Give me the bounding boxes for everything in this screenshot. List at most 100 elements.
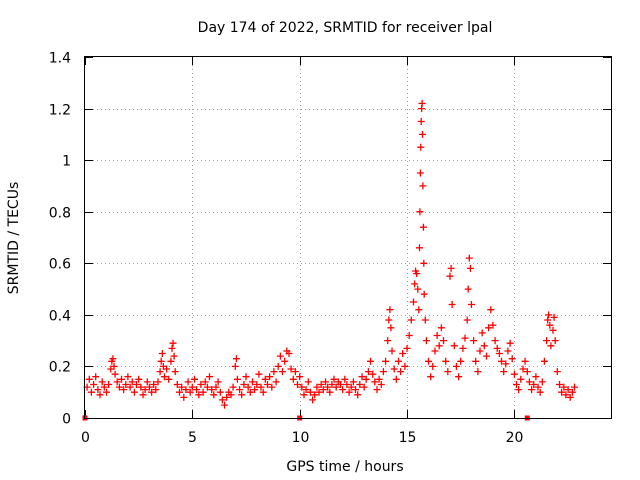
data-point bbox=[232, 355, 240, 363]
data-point bbox=[251, 386, 259, 394]
data-point bbox=[328, 381, 336, 388]
data-point bbox=[369, 370, 377, 378]
data-point bbox=[495, 350, 503, 357]
data-point bbox=[388, 347, 396, 355]
data-point bbox=[392, 375, 400, 383]
data-point bbox=[345, 388, 353, 396]
data-point bbox=[160, 373, 168, 381]
y-tick-label: 0.6 bbox=[49, 257, 71, 273]
data-point bbox=[399, 350, 407, 357]
data-point bbox=[551, 337, 559, 345]
data-point bbox=[311, 391, 319, 399]
data-point bbox=[491, 337, 499, 345]
data-point bbox=[562, 391, 570, 399]
data-point bbox=[553, 368, 561, 376]
data-point bbox=[193, 386, 201, 394]
data-point bbox=[467, 301, 475, 308]
data-point bbox=[566, 393, 574, 401]
data-point bbox=[218, 396, 226, 404]
x-tick-label: 0 bbox=[81, 430, 90, 446]
data-point bbox=[203, 383, 211, 391]
data-point bbox=[457, 357, 465, 365]
data-point bbox=[464, 285, 472, 293]
data-point bbox=[476, 347, 484, 355]
data-point bbox=[427, 373, 435, 381]
data-point bbox=[431, 347, 439, 355]
data-point bbox=[111, 370, 119, 378]
y-axis-ticks: 0 0.2 0.4 0.6 0.8 1 1.2 1.4 bbox=[49, 51, 611, 428]
data-point bbox=[285, 350, 293, 357]
data-point bbox=[229, 383, 237, 391]
data-point bbox=[298, 383, 306, 391]
data-point bbox=[246, 388, 254, 396]
data-point bbox=[483, 352, 490, 360]
x-tick-label: 15 bbox=[399, 430, 417, 446]
data-point bbox=[447, 264, 455, 272]
data-point bbox=[191, 375, 198, 383]
data-point bbox=[255, 370, 263, 378]
data-point bbox=[540, 357, 548, 365]
data-point bbox=[478, 329, 486, 337]
data-point bbox=[386, 306, 394, 314]
data-point bbox=[463, 316, 471, 324]
data-point bbox=[141, 386, 149, 394]
data-point bbox=[266, 373, 274, 381]
plot-frame bbox=[84, 56, 612, 419]
y-axis-label: SRMTID / TECUs bbox=[6, 182, 22, 295]
data-point bbox=[124, 373, 132, 381]
data-point bbox=[558, 388, 566, 396]
data-point bbox=[276, 352, 284, 360]
data-point bbox=[466, 264, 474, 272]
data-point bbox=[417, 118, 425, 125]
data-point bbox=[223, 393, 231, 401]
data-point bbox=[302, 386, 310, 394]
y-tick-label: 0.8 bbox=[49, 206, 71, 222]
data-point bbox=[487, 306, 495, 314]
data-point bbox=[145, 383, 153, 391]
data-point bbox=[326, 388, 334, 396]
data-point bbox=[410, 298, 417, 306]
data-point bbox=[176, 388, 183, 396]
data-point bbox=[536, 388, 544, 396]
data-point bbox=[96, 391, 104, 399]
data-point bbox=[210, 391, 218, 399]
data-point bbox=[281, 357, 289, 365]
data-point bbox=[528, 386, 536, 394]
data-point bbox=[546, 321, 554, 329]
data-point bbox=[568, 388, 576, 396]
data-point bbox=[165, 375, 173, 383]
data-point bbox=[322, 378, 329, 386]
data-point bbox=[236, 386, 244, 394]
data-point bbox=[417, 143, 425, 151]
data-point bbox=[90, 381, 98, 388]
data-point bbox=[279, 368, 286, 376]
data-point bbox=[513, 381, 520, 388]
data-point bbox=[435, 342, 443, 350]
data-point bbox=[287, 365, 295, 373]
data-point bbox=[240, 381, 248, 388]
data-point bbox=[523, 368, 531, 376]
data-point bbox=[506, 339, 514, 347]
data-point bbox=[519, 365, 527, 373]
data-point bbox=[168, 344, 176, 352]
data-point bbox=[178, 383, 186, 391]
data-point bbox=[415, 306, 423, 314]
data-point bbox=[197, 381, 205, 388]
data-point bbox=[385, 316, 393, 324]
data-point bbox=[422, 337, 430, 345]
data-point bbox=[87, 388, 95, 396]
y-tick-label: 0 bbox=[62, 412, 71, 428]
data-point bbox=[238, 391, 246, 399]
data-point bbox=[85, 375, 93, 383]
data-point bbox=[421, 316, 429, 324]
data-point bbox=[538, 378, 546, 386]
data-point bbox=[534, 383, 542, 391]
data-point bbox=[515, 386, 523, 394]
data-point bbox=[442, 357, 450, 365]
data-point bbox=[100, 383, 108, 391]
data-point bbox=[379, 368, 387, 376]
data-point bbox=[143, 378, 151, 386]
data-point bbox=[352, 386, 359, 394]
data-point bbox=[384, 337, 392, 345]
